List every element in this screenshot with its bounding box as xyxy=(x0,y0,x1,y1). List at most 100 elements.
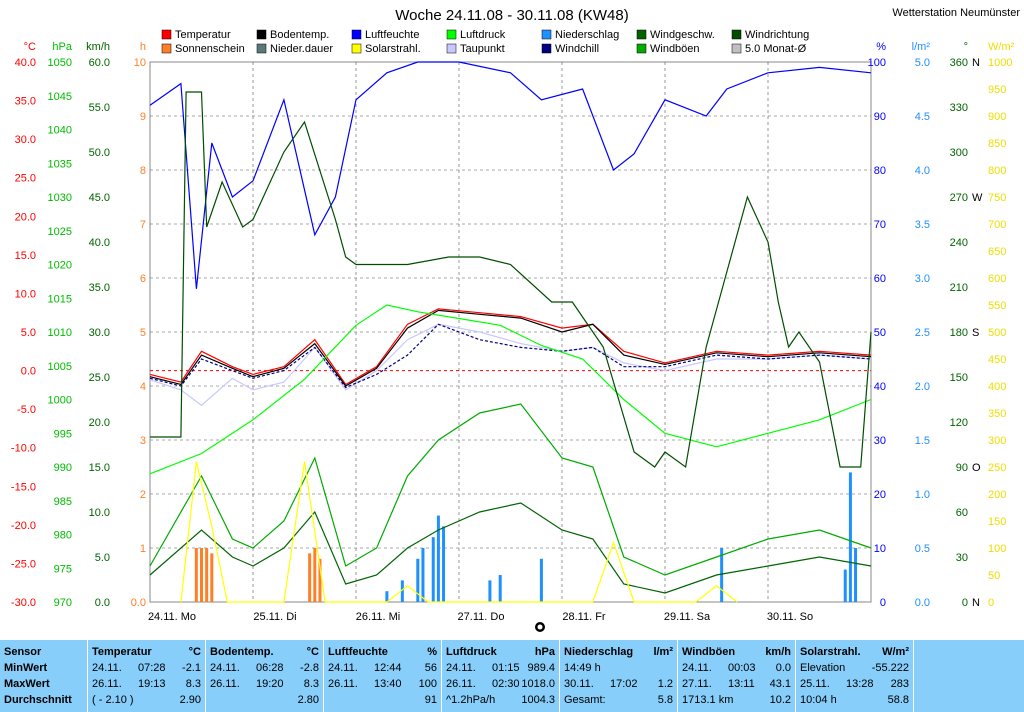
stats-header-label: Solarstrahl. xyxy=(800,646,861,658)
stats-cell: 27.11. xyxy=(682,678,712,690)
stats-row: 26.11. 02:30 1018.0 xyxy=(446,676,555,692)
tick-label-solar: 0 xyxy=(988,597,994,609)
stats-cell: 17:02 xyxy=(610,678,638,690)
tick-label-solar: 950 xyxy=(988,84,1006,96)
tick-label-direction: 210 xyxy=(950,282,968,294)
tick-label-temp: 40.0 xyxy=(15,57,36,69)
stats-header: Temperatur °C xyxy=(92,644,201,660)
legend: Temperatur Bodentemp. Luftfeuchte Luftdruck… xyxy=(161,29,809,55)
tick-label-humidity: 90 xyxy=(874,111,886,123)
bar-sonnenschein xyxy=(313,548,317,602)
stats-value: 91 xyxy=(424,694,437,706)
now-marker-inner xyxy=(537,624,543,630)
tick-label-humidity: 10 xyxy=(874,543,886,555)
tick-label-solar: 300 xyxy=(988,435,1006,447)
tick-label-rain: 0.0 xyxy=(915,597,930,609)
legend-swatch xyxy=(446,43,457,54)
compass-label: S xyxy=(972,327,979,339)
stats-cell: 02:30 xyxy=(492,678,520,690)
stats-value: 5.8 xyxy=(657,694,673,706)
tick-label-humidity: 50 xyxy=(874,327,886,339)
tick-label-humidity: 80 xyxy=(874,165,886,177)
tick-label-solar: 600 xyxy=(988,273,1006,285)
stats-row: 26.11. 19:20 8.3 xyxy=(210,676,319,692)
bar-niederschlag xyxy=(488,580,492,602)
tick-label-rain: 2.5 xyxy=(915,327,930,339)
tick-label-humidity: 70 xyxy=(874,219,886,231)
x-tick-label: 30.11. So xyxy=(767,611,813,623)
tick-label-solar: 550 xyxy=(988,300,1006,312)
tick-label-solar: 900 xyxy=(988,111,1006,123)
tick-label-wind: 5.0 xyxy=(95,552,110,564)
legend-swatch xyxy=(636,29,647,40)
tick-label-wind: 20.0 xyxy=(89,417,110,429)
stats-cell: 19:20 xyxy=(256,678,284,690)
stats-unit: hPa xyxy=(534,646,555,658)
stats-cell: MinWert xyxy=(4,662,48,674)
tick-label-temp: 5.0 xyxy=(21,327,36,339)
stats-row: 24.11. 01:15 989.4 xyxy=(446,660,555,676)
stats-row: 2.80 xyxy=(210,692,319,708)
tick-label-pressure: 1045 xyxy=(48,91,72,103)
tick-label-humidity: 100 xyxy=(868,57,886,69)
tick-label-direction: 30 xyxy=(956,552,968,564)
stats-value: -2.1 xyxy=(182,662,201,674)
tick-label-humidity: 20 xyxy=(874,489,886,501)
tick-label-solar: 450 xyxy=(988,354,1006,366)
stats-unit: % xyxy=(427,646,437,658)
axis-unit-direction: ° xyxy=(964,41,968,53)
legend-swatch xyxy=(636,43,647,54)
tick-label-solar: 650 xyxy=(988,246,1006,258)
stats-unit: W/m² xyxy=(882,646,909,658)
tick-label-direction: 0 xyxy=(962,597,968,609)
stats-header: Niederschlag l/m² xyxy=(564,644,673,660)
tick-label-solar: 250 xyxy=(988,462,1006,474)
legend-swatch xyxy=(541,29,552,40)
legend-swatch xyxy=(731,43,742,54)
tick-label-rain: 5.0 xyxy=(915,57,930,69)
compass-label: O xyxy=(972,462,981,474)
bar-niederschlag xyxy=(720,548,724,602)
stats-cell: 26.11. xyxy=(328,678,358,690)
tick-label-pressure: 970 xyxy=(54,597,72,609)
stats-header: Luftdruck hPa xyxy=(446,644,555,660)
bar-niederschlag xyxy=(431,537,435,602)
stats-cell: 24.11. xyxy=(682,662,712,674)
tick-label-solar: 50 xyxy=(988,570,1000,582)
bar-niederschlag xyxy=(843,569,847,602)
stats-cell: 00:03 xyxy=(728,662,756,674)
bar-niederschlag xyxy=(421,548,425,602)
bar-sonnenschein xyxy=(210,553,214,602)
stats-value: 283 xyxy=(890,678,909,690)
tick-label-wind: 40.0 xyxy=(89,237,110,249)
stats-value: 2.90 xyxy=(179,694,201,706)
stats-header: Solarstrahl. W/m² xyxy=(800,644,909,660)
tick-label-hours: 9 xyxy=(140,111,146,123)
tick-label-hours: 0.0 xyxy=(131,597,146,609)
stats-cell: 01:15 xyxy=(492,662,520,674)
tick-label-solar: 700 xyxy=(988,219,1006,231)
stats-cell: 13:40 xyxy=(374,678,402,690)
tick-label-pressure: 980 xyxy=(54,530,72,542)
stats-panel: Sensor MinWert MaxWert Durchschnitt Temperat… xyxy=(0,640,1024,712)
stats-cell: 25.11. xyxy=(800,678,830,690)
tick-label-hours: 2 xyxy=(140,489,146,501)
tick-label-pressure: 1040 xyxy=(48,125,72,137)
axes: -30.0-25.0-20.0-15.0-10.0-5.00.05.010.01… xyxy=(11,41,1015,623)
tick-label-temp: 25.0 xyxy=(15,173,36,185)
tick-label-pressure: 1030 xyxy=(48,192,72,204)
stats-unit: l/m² xyxy=(653,646,673,658)
stats-header: Windböen km/h xyxy=(682,644,791,660)
legend-swatch xyxy=(161,43,172,54)
line-windrichtung xyxy=(150,91,872,469)
compass-label: W xyxy=(972,192,983,204)
bars xyxy=(194,472,858,602)
tick-label-temp: -25.0 xyxy=(11,558,36,570)
stats-value: 100 xyxy=(418,678,437,690)
compass-label: N xyxy=(972,597,980,609)
stats-unit: km/h xyxy=(765,646,791,658)
line-luftdruck xyxy=(149,304,872,475)
stats-row: Durchschnitt xyxy=(4,692,83,708)
x-tick-label: 26.11. Mi xyxy=(356,611,400,623)
tick-label-pressure: 1025 xyxy=(48,226,72,238)
